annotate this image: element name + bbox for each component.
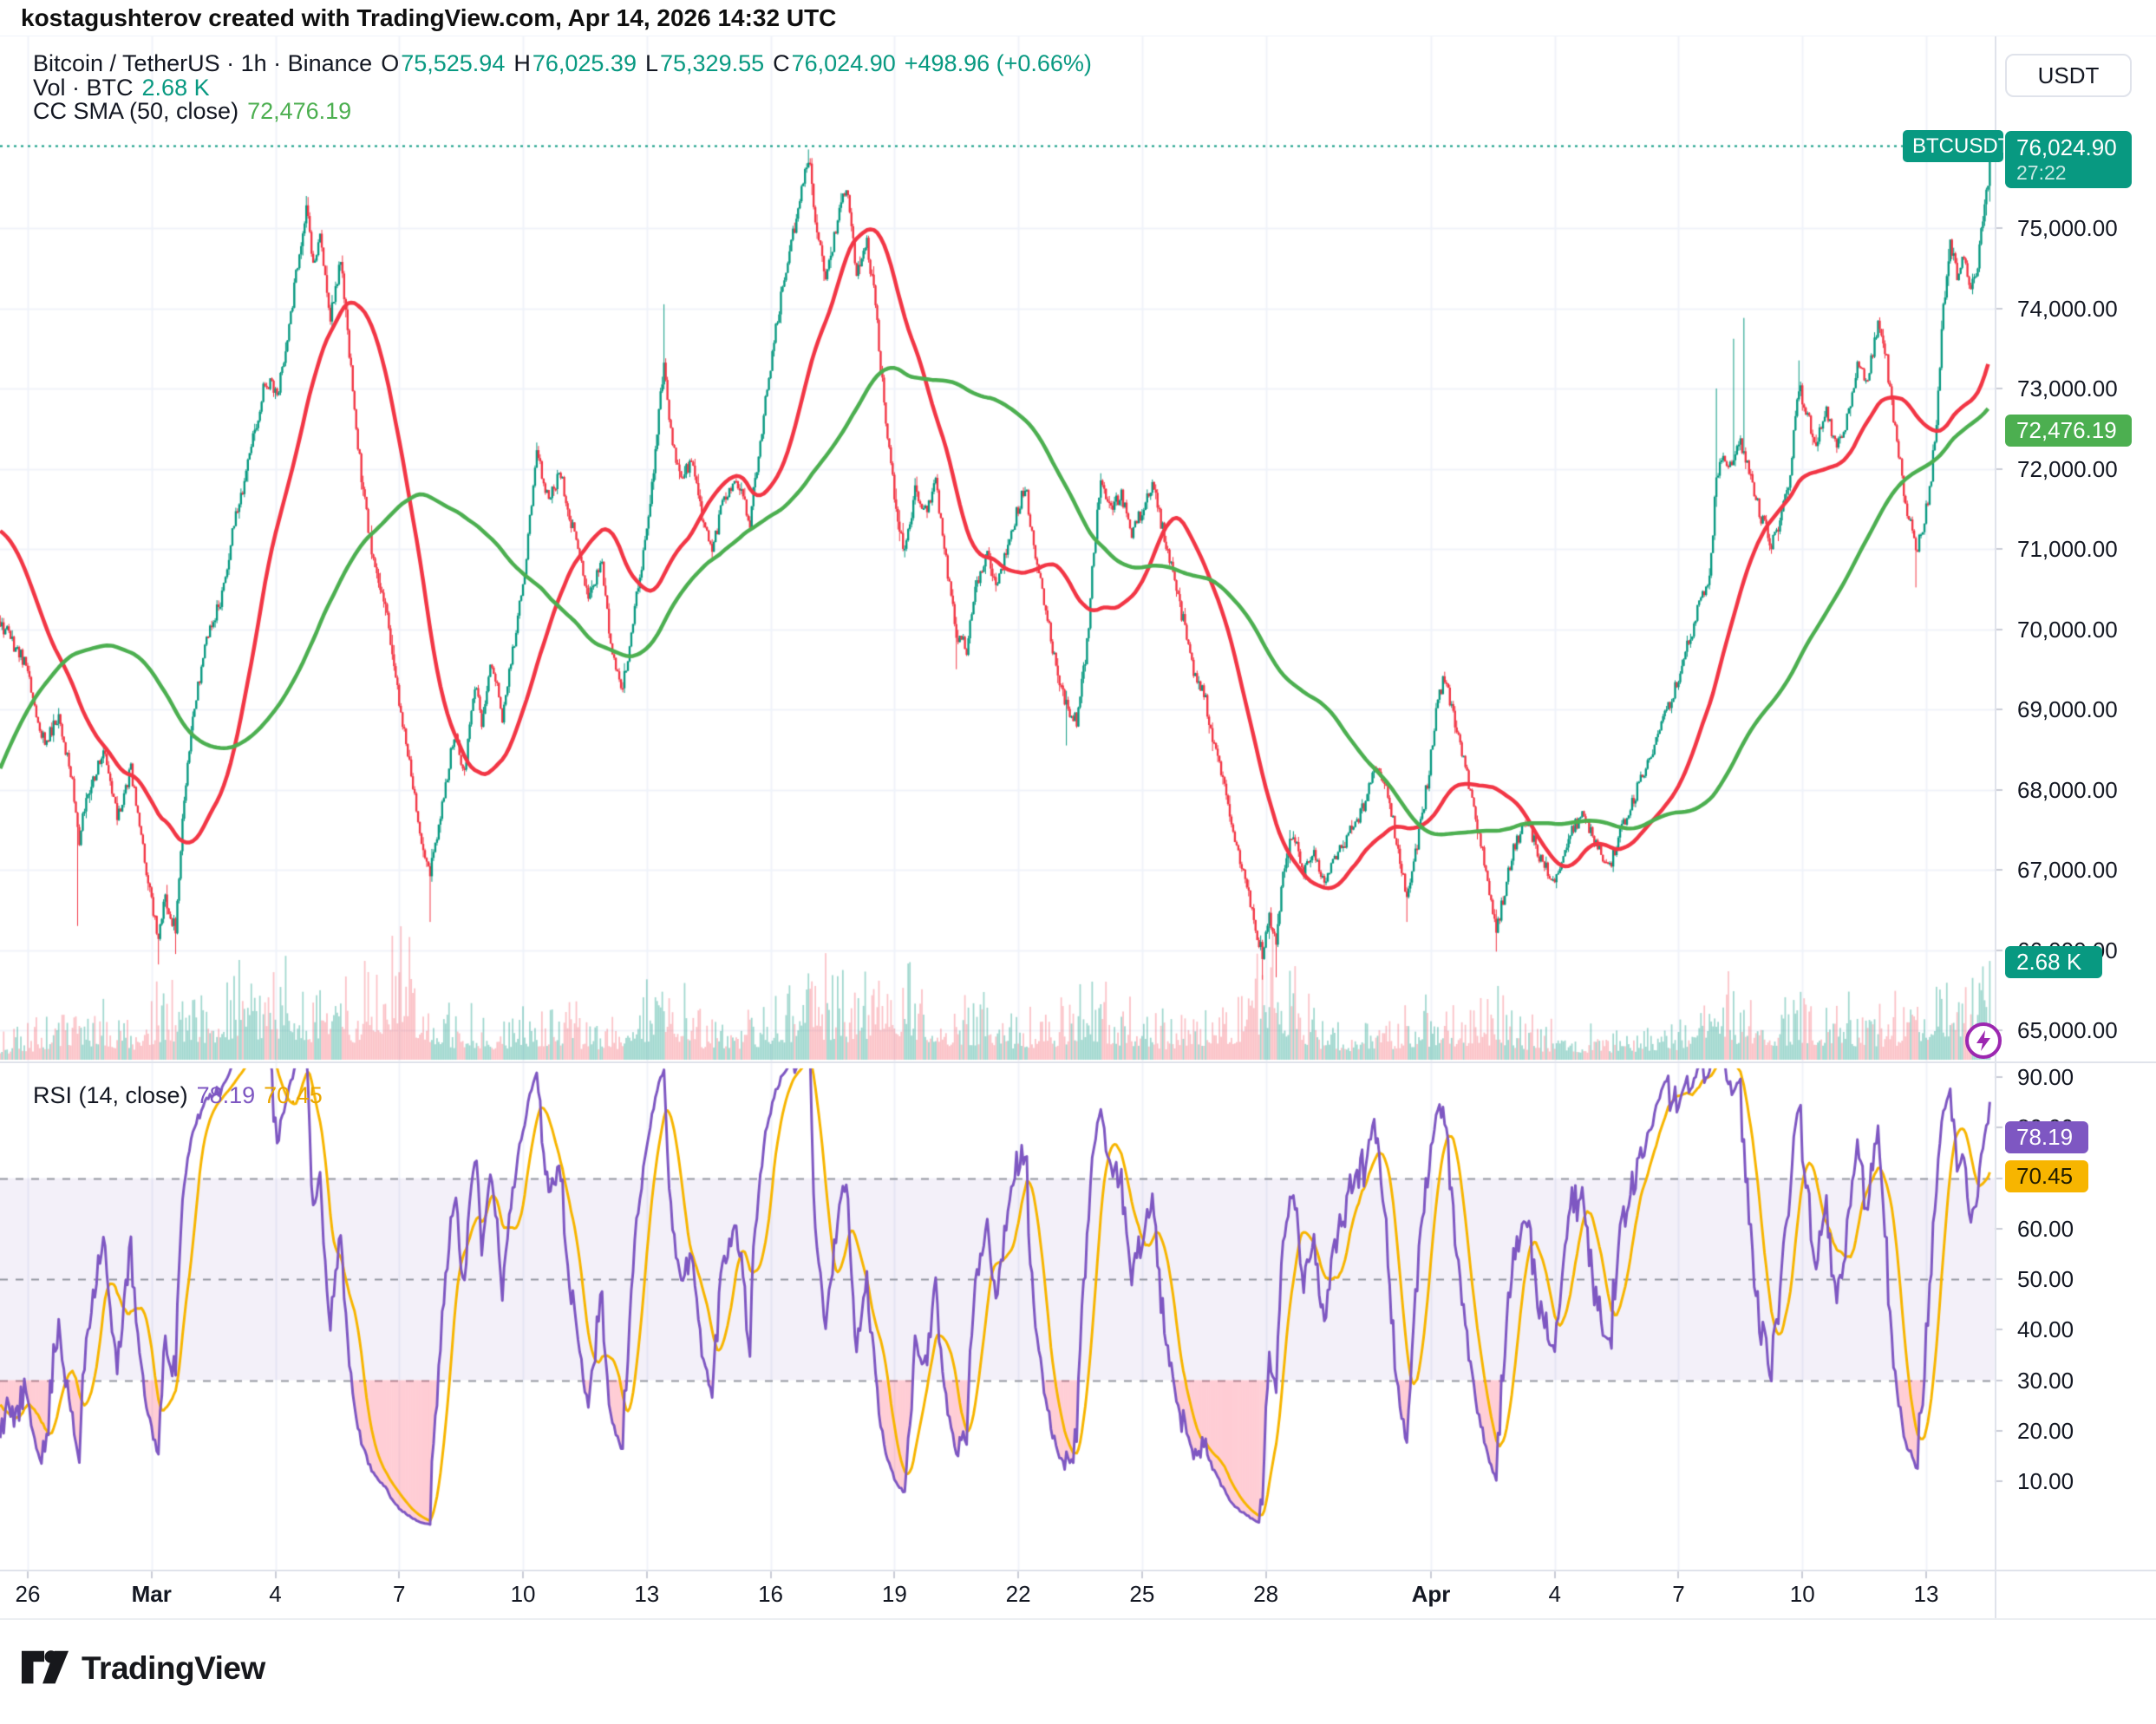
rsi-axis-label: 20.00 xyxy=(2017,1417,2074,1444)
bar-countdown: 27:22 xyxy=(2016,161,2067,184)
price-axis-label: 68,000.00 xyxy=(2017,776,2118,803)
time-axis-label: 7 xyxy=(393,1581,406,1607)
ohlc-close: C 76,024.90 xyxy=(773,50,896,76)
price-axis-label: 75,000.00 xyxy=(2017,215,2118,241)
rsi-ma-legend-value: 70.45 xyxy=(264,1082,323,1108)
rsi-axis-label: 50.00 xyxy=(2017,1266,2074,1292)
time-axis-label: 10 xyxy=(510,1581,536,1607)
symbol-legend[interactable]: Bitcoin / TetherUS · 1h · Binance O 75,52… xyxy=(33,50,1092,77)
volume-legend[interactable]: Vol · BTC 2.68 K xyxy=(33,75,210,101)
ohlc-high: H 76,025.39 xyxy=(513,50,637,76)
rsi-legend[interactable]: RSI (14, close) 78.19 70.45 xyxy=(33,1082,323,1109)
time-axis-label: 26 xyxy=(15,1581,41,1607)
ohlc-open: O 75,525.94 xyxy=(381,50,506,76)
rsi-axis-label: 10.00 xyxy=(2017,1468,2074,1494)
rsi-axis-label: 90.00 xyxy=(2017,1064,2074,1090)
volume-legend-value: 2.68 K xyxy=(141,75,210,101)
rsi-axis-label: 30.00 xyxy=(2017,1367,2074,1394)
volume-legend-label: Vol · BTC xyxy=(33,75,134,101)
time-axis-label: 13 xyxy=(1913,1581,1939,1607)
time-axis-label: 10 xyxy=(1789,1581,1815,1607)
rsi-legend-value: 78.19 xyxy=(196,1082,256,1108)
sma-legend[interactable]: CC SMA (50, close) 72,476.19 xyxy=(33,98,351,125)
symbol-title[interactable]: Bitcoin / TetherUS · 1h · Binance xyxy=(33,50,373,76)
time-axis-label: 19 xyxy=(881,1581,907,1607)
time-axis-label: 7 xyxy=(1672,1581,1685,1607)
price-axis-label: 72,000.00 xyxy=(2017,455,2118,482)
time-axis-label: 4 xyxy=(269,1581,282,1607)
lightning-icon xyxy=(1965,1022,2002,1059)
tradingview-logo[interactable]: TradingView xyxy=(21,1648,265,1689)
rsi-value-badge: 78.19 xyxy=(2005,1121,2088,1153)
sma-legend-label: CC SMA (50, close) xyxy=(33,98,239,124)
rsi-legend-label: RSI (14, close) xyxy=(33,1082,188,1108)
time-axis-label: 13 xyxy=(634,1581,660,1607)
tradingview-logo-icon xyxy=(21,1650,69,1684)
ohlc-low: L 75,329.55 xyxy=(644,50,765,76)
sma-legend-value: 72,476.19 xyxy=(247,98,352,124)
sma-value-badge: 72,476.19 xyxy=(2005,415,2132,447)
time-axis-label: 4 xyxy=(1548,1581,1561,1607)
tradingview-logo-text: TradingView xyxy=(82,1650,265,1686)
last-price-badge: 76,024.90 27:22 xyxy=(2005,131,2132,188)
time-axis-label: Apr xyxy=(1411,1581,1451,1607)
last-price-value: 76,024.90 xyxy=(2016,134,2117,160)
pane-separator[interactable] xyxy=(0,1061,2156,1063)
price-axis-label: 65,000.00 xyxy=(2017,1017,2118,1043)
price-axis-label: 70,000.00 xyxy=(2017,616,2118,643)
time-axis-label: 25 xyxy=(1129,1581,1155,1607)
price-change: +498.96 (+0.66%) xyxy=(904,50,1092,76)
volume-value-badge: 2.68 K xyxy=(2005,946,2102,978)
rsi-ma-value-badge: 70.45 xyxy=(2005,1160,2088,1192)
time-axis-label: Mar xyxy=(131,1581,172,1607)
price-axis-label: 69,000.00 xyxy=(2017,696,2118,722)
time-axis-label: 28 xyxy=(1253,1581,1279,1607)
currency-toggle-button[interactable]: USDT xyxy=(2005,54,2132,97)
time-axis-label: 16 xyxy=(758,1581,784,1607)
price-axis-border[interactable] xyxy=(1995,36,1996,1620)
price-axis-label: 74,000.00 xyxy=(2017,295,2118,322)
rsi-axis-label: 40.00 xyxy=(2017,1316,2074,1343)
price-axis-label: 71,000.00 xyxy=(2017,536,2118,562)
symbol-badge: BTCUSDT xyxy=(1903,130,2010,162)
time-axis-border xyxy=(0,1570,2156,1571)
price-axis-label: 67,000.00 xyxy=(2017,857,2118,883)
time-axis-bottom-border xyxy=(0,1618,2156,1620)
flash-preview-button[interactable] xyxy=(1964,1022,2002,1060)
time-axis-label: 22 xyxy=(1005,1581,1031,1607)
rsi-axis-label: 60.00 xyxy=(2017,1215,2074,1242)
price-axis-label: 73,000.00 xyxy=(2017,375,2118,402)
